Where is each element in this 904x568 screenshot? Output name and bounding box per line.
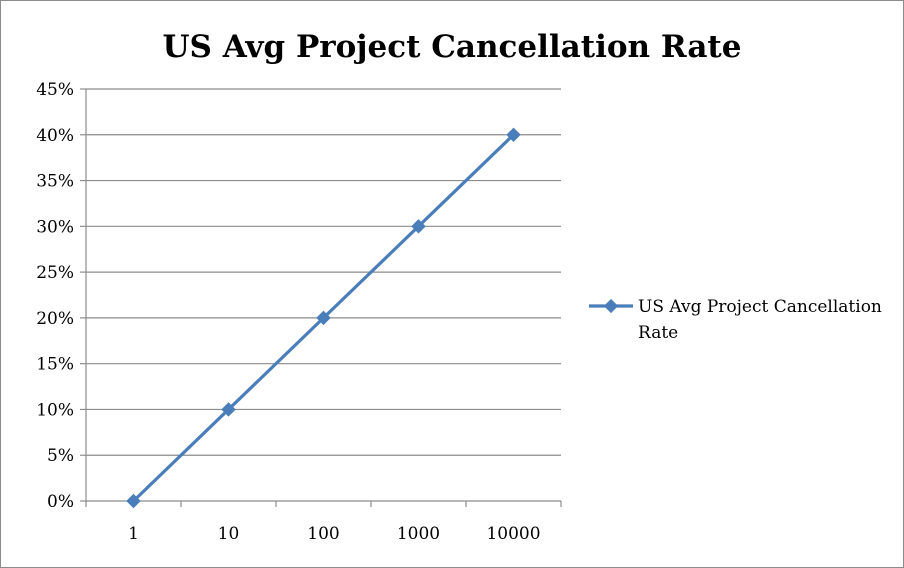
y-tick-label: 45% xyxy=(36,80,74,100)
y-axis-tick-labels: 0% 5% 10% 15% 20% 25% 30% 35% 40% 45% xyxy=(36,80,74,512)
y-tick-label: 5% xyxy=(47,446,74,466)
x-tick-label: 10 xyxy=(218,524,240,544)
x-tick-label: 10000 xyxy=(486,524,540,544)
y-tick-label: 30% xyxy=(36,217,74,237)
y-tick-label: 35% xyxy=(36,172,74,192)
data-point-marker xyxy=(506,127,521,142)
legend-label-line-1: US Avg Project Cancellation xyxy=(638,297,882,317)
x-tick-label: 1000 xyxy=(397,524,440,544)
x-axis-tick-labels: 1 10 100 1000 10000 xyxy=(128,524,540,544)
y-tick-label: 10% xyxy=(36,400,74,420)
grid-lines xyxy=(86,88,561,456)
y-tick-label: 25% xyxy=(36,263,74,283)
data-point-marker xyxy=(316,310,331,326)
data-point-marker xyxy=(411,219,426,234)
legend-marker-diamond xyxy=(603,298,619,314)
series-layer xyxy=(126,127,521,509)
x-tick-label: 1 xyxy=(128,524,139,544)
y-tick-label: 15% xyxy=(36,355,74,375)
legend: US Avg Project Cancellation Rate xyxy=(589,297,882,343)
y-tick-label: 40% xyxy=(36,126,74,146)
legend-label-line-2: Rate xyxy=(638,323,678,343)
data-point-marker xyxy=(126,493,141,509)
y-tick-label: 20% xyxy=(36,309,74,329)
data-point-marker xyxy=(221,402,236,417)
y-tick-label: 0% xyxy=(47,492,74,512)
x-tick-label: 100 xyxy=(307,524,339,544)
axes xyxy=(80,88,562,507)
chart-title: US Avg Project Cancellation Rate xyxy=(163,29,742,65)
